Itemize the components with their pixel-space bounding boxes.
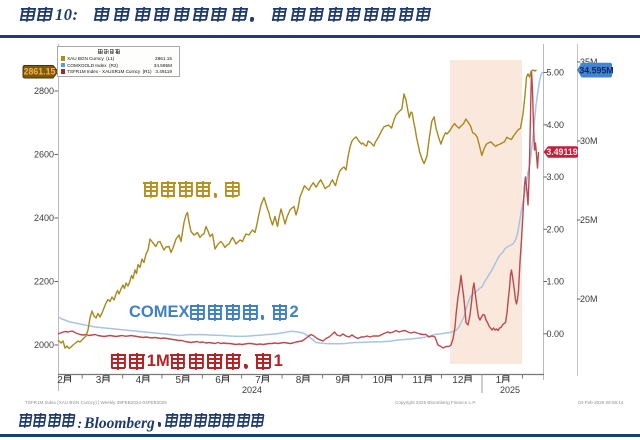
svg-text:2.00: 2.00: [547, 225, 565, 235]
svg-text:3.49119: 3.49119: [546, 147, 577, 157]
svg-text:8: 8: [296, 375, 302, 386]
svg-text:2200: 2200: [34, 277, 54, 287]
svg-text:30M: 30M: [580, 136, 598, 146]
svg-text:9: 9: [336, 375, 342, 386]
svg-text:25M: 25M: [580, 215, 598, 225]
svg-text:3.00: 3.00: [547, 172, 565, 182]
svg-text:12: 12: [452, 375, 464, 386]
svg-text:20M: 20M: [580, 294, 598, 304]
svg-text:2024: 2024: [242, 385, 262, 395]
svg-text:2000: 2000: [34, 340, 54, 350]
svg-text:35M: 35M: [580, 57, 598, 67]
svg-text:2861.15: 2861.15: [24, 67, 56, 77]
svg-text:11: 11: [412, 375, 423, 386]
svg-text:4: 4: [136, 375, 142, 386]
svg-text:2: 2: [57, 375, 63, 386]
svg-text:3: 3: [96, 375, 102, 386]
svg-text:1.00: 1.00: [547, 277, 565, 287]
svg-text:7: 7: [255, 375, 261, 386]
svg-text:2600: 2600: [34, 150, 54, 160]
svg-text:10: 10: [373, 375, 385, 386]
svg-text:4.00: 4.00: [547, 120, 565, 130]
svg-text:1: 1: [496, 375, 502, 386]
svg-text:2400: 2400: [34, 213, 54, 223]
svg-text:0.00: 0.00: [547, 329, 565, 339]
svg-text:34.595M: 34.595M: [579, 65, 613, 75]
svg-text:5: 5: [176, 375, 182, 386]
svg-text:6: 6: [215, 375, 221, 386]
svg-text:2025: 2025: [500, 385, 520, 395]
svg-text:5.00: 5.00: [547, 68, 565, 78]
svg-text:2800: 2800: [34, 86, 54, 96]
